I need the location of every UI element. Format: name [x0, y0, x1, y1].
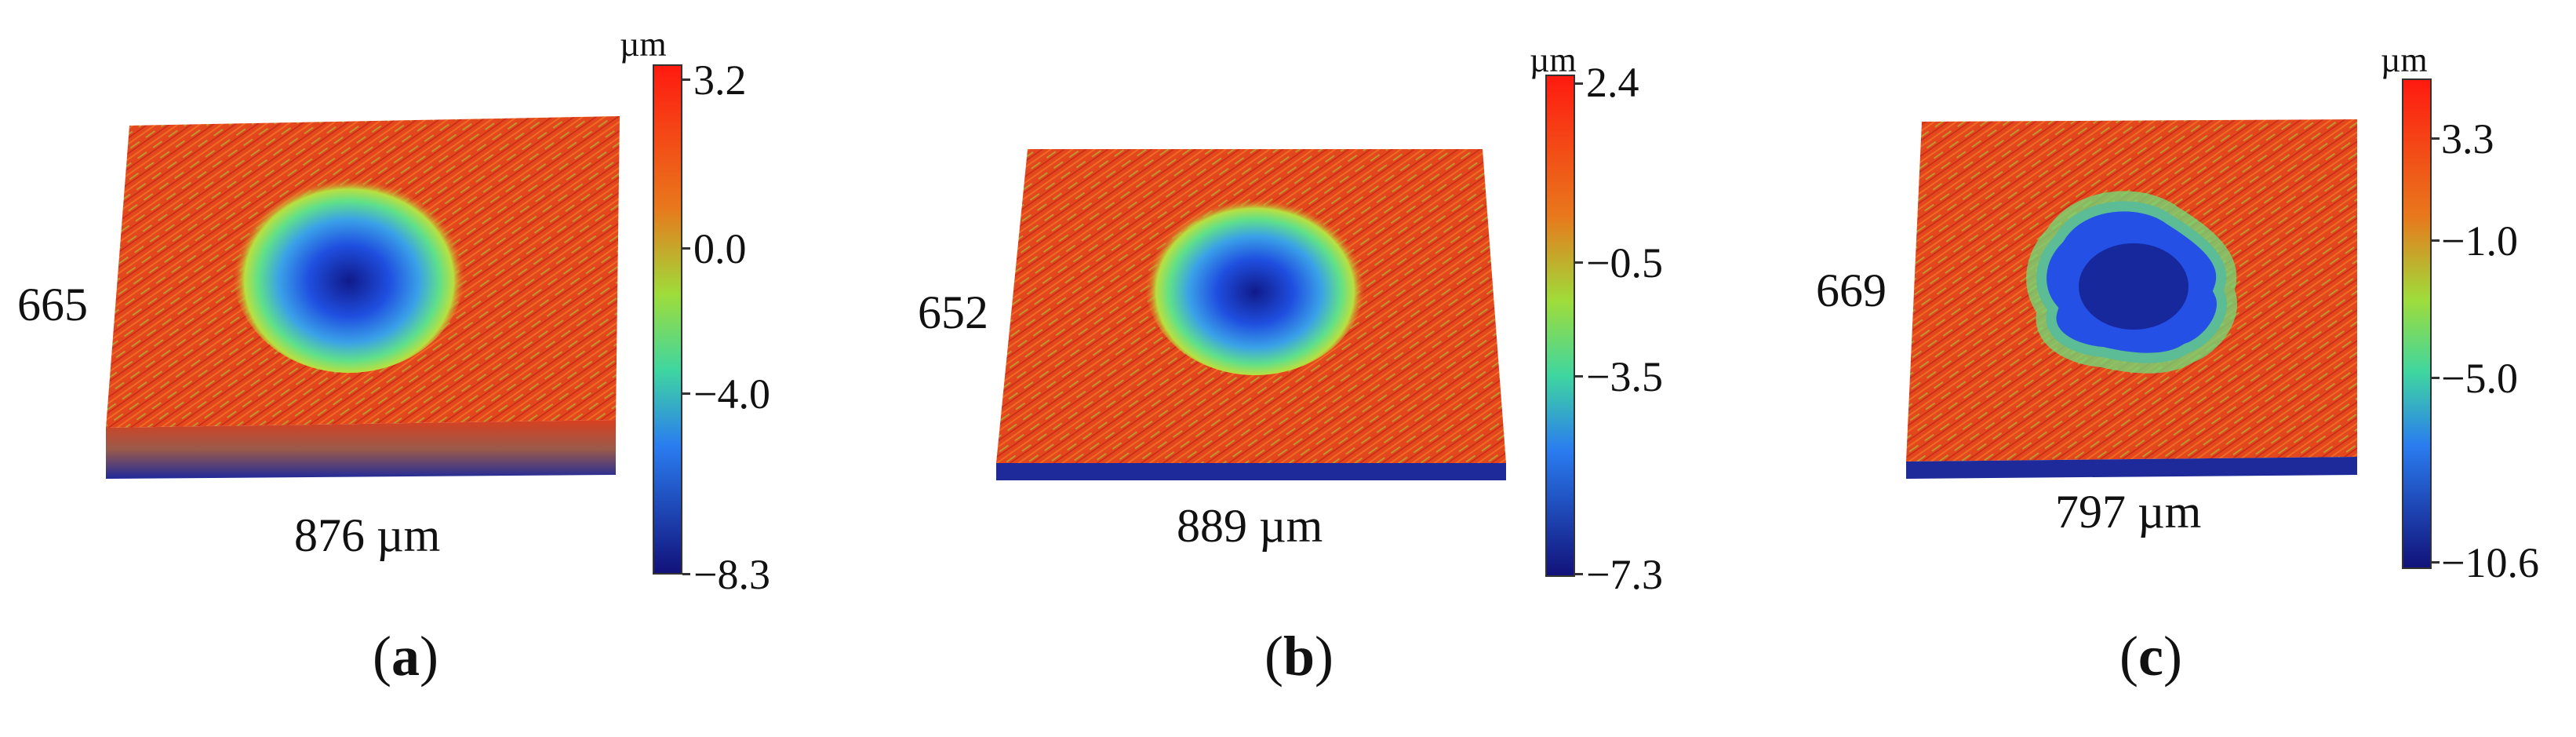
colorbar-unit: µm [620, 25, 667, 64]
depth-dimension-label: 665 [17, 279, 88, 330]
colorbar-tick-label: 3.2 [693, 57, 747, 104]
surface-plot-b [996, 149, 1506, 480]
panel-a: 665 876 µm µm 3.2 0.0 −4.0 −8.3 (a) [0, 0, 784, 737]
crater-pit [233, 169, 465, 373]
colorbar [1545, 75, 1575, 577]
panel-caption-letter: c [2138, 625, 2163, 688]
depth-dimension-label: 669 [1816, 265, 1887, 316]
colorbar-tickmark [682, 247, 690, 250]
surface-side [1906, 457, 2357, 479]
colorbar [2402, 78, 2432, 569]
surface-plot-c [1906, 119, 2357, 479]
width-dimension-label: 889 µm [1177, 500, 1323, 552]
colorbar-tickmark [1575, 261, 1583, 264]
panel-caption-letter: a [391, 625, 420, 688]
panel-caption: (c) [2119, 625, 2182, 688]
panel-caption: (a) [373, 625, 438, 688]
surface-plot-a [106, 116, 620, 479]
colorbar-tick-label: −10.6 [2441, 539, 2539, 586]
surface-side [996, 463, 1506, 480]
colorbar-tickmark [1575, 375, 1583, 378]
panel-b: 652 889 µm µm 2.4 −0.5 −3.5 −7.3 (b) [886, 0, 1671, 737]
colorbar-tickmark [682, 392, 690, 395]
colorbar-tickmark [2432, 561, 2440, 564]
colorbar-tickmark [1575, 82, 1583, 85]
colorbar-tick-label: −4.0 [693, 370, 770, 418]
colorbar [653, 64, 682, 575]
depth-dimension-label: 652 [918, 286, 988, 338]
colorbar-tick-label: 3.3 [2441, 115, 2494, 162]
colorbar-tick-label: −1.0 [2441, 217, 2518, 265]
colorbar-tick-label: −3.5 [1586, 353, 1663, 400]
crater-rim [2026, 191, 2237, 374]
colorbar-tick-label: −8.3 [693, 551, 770, 598]
colorbar-tick-label: 0.0 [693, 225, 747, 272]
crater-deep-center [2079, 243, 2189, 330]
colorbar-tickmark [2432, 239, 2440, 242]
colorbar-tickmark [2432, 137, 2440, 140]
width-dimension-label: 876 µm [294, 509, 441, 561]
width-dimension-label: 797 µm [2055, 486, 2202, 538]
colorbar-tickmark [2432, 377, 2440, 379]
surface-side [106, 420, 616, 479]
colorbar-tickmark [1575, 573, 1583, 575]
colorbar-tick-label: −0.5 [1586, 239, 1663, 286]
panel-caption-letter: b [1283, 625, 1315, 688]
colorbar-unit: µm [1530, 41, 1577, 79]
colorbar-tick-label: 2.4 [1586, 59, 1639, 106]
colorbar-unit: µm [2381, 41, 2428, 79]
panel-c: 669 797 µm µm 3.3 −1.0 −5.0 −10.6 (c) [1796, 0, 2576, 737]
colorbar-tick-label: −7.3 [1586, 551, 1663, 598]
colorbar-tickmark [682, 78, 690, 81]
crater-pit [1145, 190, 1365, 375]
colorbar-tickmark [682, 573, 690, 575]
colorbar-tick-label: −5.0 [2441, 355, 2518, 402]
panel-caption: (b) [1264, 625, 1334, 688]
